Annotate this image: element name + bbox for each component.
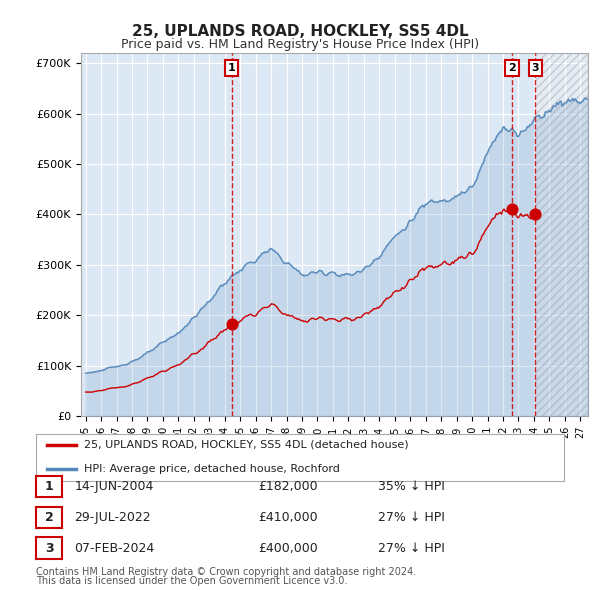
- Text: 1: 1: [45, 480, 53, 493]
- Text: £410,000: £410,000: [258, 511, 317, 524]
- Text: 3: 3: [532, 63, 539, 73]
- Text: 27% ↓ HPI: 27% ↓ HPI: [378, 542, 445, 555]
- Text: 2: 2: [508, 63, 516, 73]
- Text: 07-FEB-2024: 07-FEB-2024: [74, 542, 155, 555]
- Text: 27% ↓ HPI: 27% ↓ HPI: [378, 511, 445, 524]
- Text: Price paid vs. HM Land Registry's House Price Index (HPI): Price paid vs. HM Land Registry's House …: [121, 38, 479, 51]
- Text: 1: 1: [228, 63, 236, 73]
- Text: 25, UPLANDS ROAD, HOCKLEY, SS5 4DL: 25, UPLANDS ROAD, HOCKLEY, SS5 4DL: [131, 24, 469, 38]
- Point: [507, 205, 517, 214]
- Text: £400,000: £400,000: [258, 542, 318, 555]
- Bar: [535, 53, 588, 416]
- Text: 2: 2: [45, 511, 53, 524]
- Point: [530, 209, 540, 219]
- Bar: [535, 53, 588, 416]
- Text: 14-JUN-2004: 14-JUN-2004: [74, 480, 154, 493]
- Text: £182,000: £182,000: [258, 480, 317, 493]
- Point: [227, 320, 236, 329]
- Text: 29-JUL-2022: 29-JUL-2022: [74, 511, 151, 524]
- Text: Contains HM Land Registry data © Crown copyright and database right 2024.: Contains HM Land Registry data © Crown c…: [36, 567, 416, 577]
- Text: 35% ↓ HPI: 35% ↓ HPI: [378, 480, 445, 493]
- Text: HPI: Average price, detached house, Rochford: HPI: Average price, detached house, Roch…: [83, 464, 340, 474]
- Text: 25, UPLANDS ROAD, HOCKLEY, SS5 4DL (detached house): 25, UPLANDS ROAD, HOCKLEY, SS5 4DL (deta…: [83, 440, 408, 450]
- Bar: [535, 53, 588, 416]
- Text: 3: 3: [45, 542, 53, 555]
- Text: This data is licensed under the Open Government Licence v3.0.: This data is licensed under the Open Gov…: [36, 576, 347, 586]
